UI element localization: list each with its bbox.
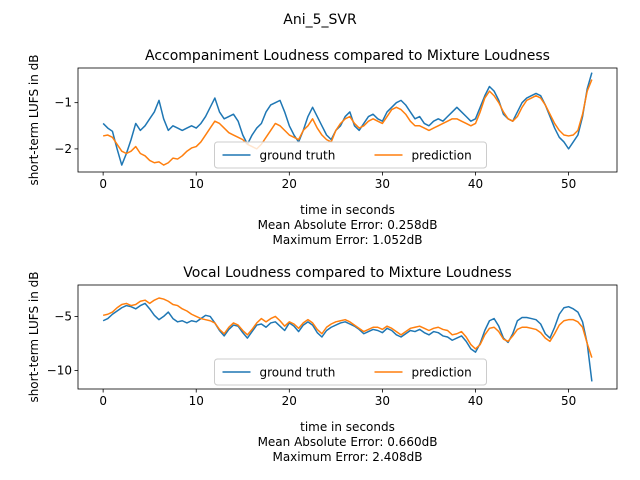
x-tick-label: 0 <box>99 394 107 408</box>
y-axis-label: short-term LUFS in dB <box>27 271 41 402</box>
legend: ground truth prediction <box>214 141 487 169</box>
legend-label: prediction <box>412 366 472 380</box>
x-tick-label: 50 <box>561 177 576 191</box>
legend-label: ground truth <box>260 149 336 163</box>
legend-frame <box>214 358 487 386</box>
chart-title: Vocal Loudness compared to Mixture Loudn… <box>183 265 511 281</box>
stats-line: Maximum Error: 1.052dB <box>272 233 422 247</box>
y-tick-label: −1 <box>54 96 72 110</box>
x-tick-label: 20 <box>282 177 297 191</box>
y-tick-label: −5 <box>54 309 72 323</box>
y-tick-label: −10 <box>47 364 72 378</box>
x-tick-label: 0 <box>99 177 107 191</box>
legend-label: prediction <box>412 149 472 163</box>
x-tick-label: 30 <box>375 177 390 191</box>
chart-1: Vocal Loudness compared to Mixture Loudn… <box>27 265 618 464</box>
stats-line: Mean Absolute Error: 0.258dB <box>258 218 438 232</box>
series-line-prediction <box>102 297 593 358</box>
chart-0: Accompaniment Loudness compared to Mixtu… <box>27 48 618 247</box>
stats-line: Mean Absolute Error: 0.660dB <box>258 435 438 449</box>
axes-frame <box>77 67 618 173</box>
y-tick-label: −2 <box>54 142 72 156</box>
axes-frame <box>77 284 618 390</box>
x-tick-label: 10 <box>189 177 204 191</box>
x-tick-label: 40 <box>468 394 483 408</box>
x-tick-label: 40 <box>468 177 483 191</box>
legend-label: ground truth <box>260 366 336 380</box>
x-axis-label: time in seconds <box>300 420 395 434</box>
y-axis-label: short-term LUFS in dB <box>27 54 41 185</box>
legend: ground truth prediction <box>214 358 487 386</box>
x-tick-label: 10 <box>189 394 204 408</box>
series-line-prediction <box>102 79 593 166</box>
x-tick-label: 20 <box>282 394 297 408</box>
chart-title: Accompaniment Loudness compared to Mixtu… <box>145 48 550 64</box>
x-tick-label: 50 <box>561 394 576 408</box>
stats-line: Maximum Error: 2.408dB <box>272 450 422 464</box>
legend-frame <box>214 141 487 169</box>
x-tick-label: 30 <box>375 394 390 408</box>
x-axis-label: time in seconds <box>300 203 395 217</box>
figure-title: Ani_5_SVR <box>283 12 357 28</box>
